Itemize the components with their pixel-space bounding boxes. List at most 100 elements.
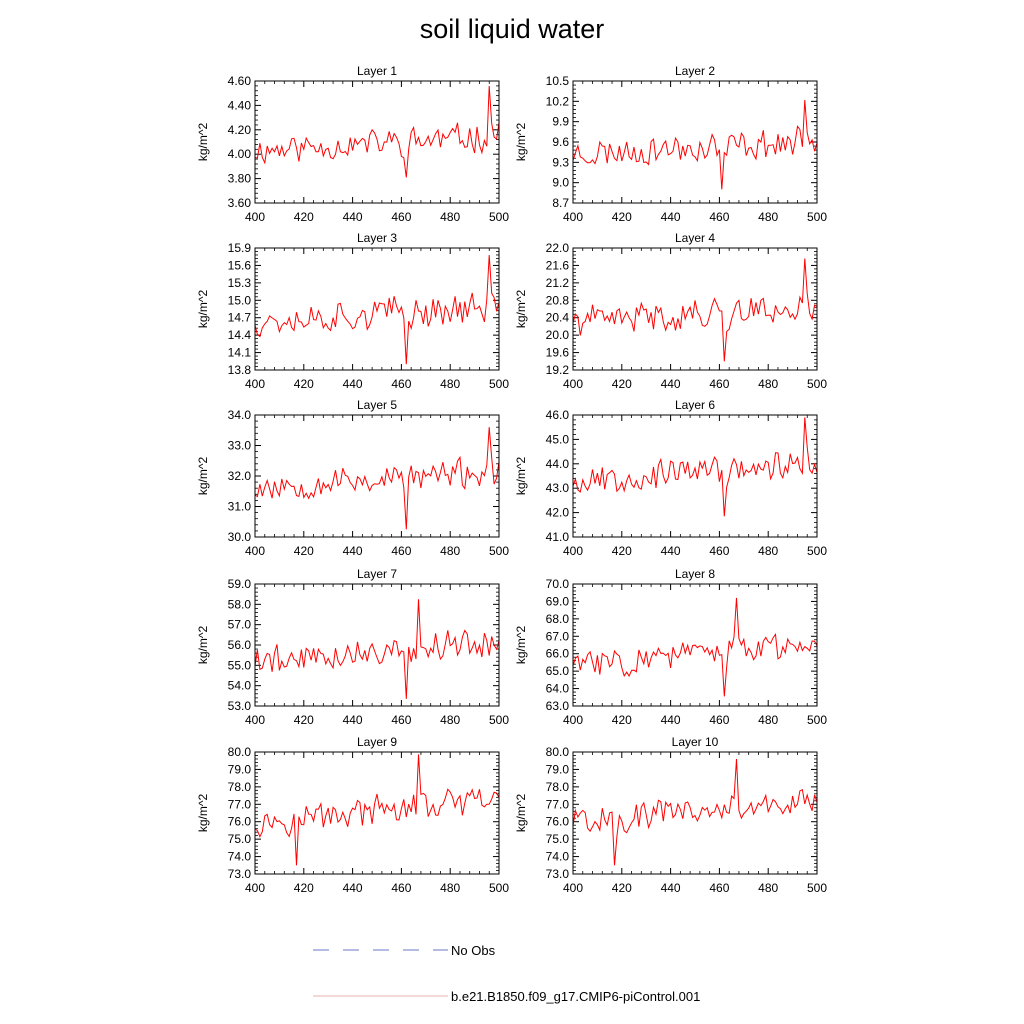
x-tick-label: 500 [489, 544, 509, 558]
plot-frame [572, 583, 818, 707]
x-tick-label: 480 [758, 210, 778, 224]
x-tick-label: 480 [758, 377, 778, 391]
chart-panel: Layer 3 kg/m^2 400 420 440 460 480 500 13.8 14.1 1… [196, 231, 509, 391]
plot-frame [572, 414, 818, 538]
series-line [572, 258, 818, 362]
y-tick-label: 9.9 [552, 115, 569, 129]
y-tick-label: 53.0 [228, 699, 252, 713]
y-tick-label: 64.0 [546, 682, 570, 696]
panel-title: Layer 4 [675, 231, 715, 245]
x-tick-label: 440 [661, 713, 681, 727]
series-line [254, 85, 500, 178]
x-tick-label: 500 [807, 544, 827, 558]
y-tick-label: 21.6 [546, 258, 570, 272]
x-tick-label: 460 [391, 881, 411, 895]
x-tick-label: 400 [245, 544, 265, 558]
y-tick-label: 54.0 [228, 679, 252, 693]
y-tick-label: 4.00 [228, 147, 252, 161]
x-tick-label: 480 [758, 544, 778, 558]
y-tick-label: 9.0 [552, 176, 569, 190]
y-tick-label: 75.0 [228, 832, 252, 846]
plot-frame [254, 247, 500, 371]
x-tick-label: 420 [294, 210, 314, 224]
panel-title: Layer 10 [672, 735, 719, 749]
x-tick-label: 420 [612, 210, 632, 224]
y-tick-label: 70.0 [546, 577, 570, 591]
x-tick-label: 460 [709, 544, 729, 558]
y-tick-label: 4.20 [228, 123, 252, 137]
x-tick-label: 440 [343, 544, 363, 558]
panel-title: Layer 3 [357, 231, 397, 245]
y-tick-label: 22.0 [546, 241, 570, 255]
x-tick-label: 440 [661, 377, 681, 391]
x-tick-label: 420 [294, 544, 314, 558]
x-tick-label: 440 [661, 881, 681, 895]
y-tick-label: 79.0 [228, 762, 252, 776]
y-tick-label: 73.0 [228, 867, 252, 881]
series-line [572, 597, 818, 697]
chart-panel: Layer 2 kg/m^2 400 420 440 460 480 500 8.7 9.0 9.3… [514, 64, 827, 224]
y-tick-label: 14.1 [228, 346, 252, 360]
y-tick-label: 46.0 [546, 408, 570, 422]
y-tick-label: 15.6 [228, 258, 252, 272]
panel-title: Layer 7 [357, 567, 397, 581]
y-tick-label: 74.0 [546, 850, 570, 864]
y-tick-label: 67.0 [546, 629, 570, 643]
chart-panel: Layer 4 kg/m^2 400 420 440 460 480 500 19.2 19.6 2… [514, 231, 827, 391]
panel-title: Layer 2 [675, 64, 715, 78]
x-tick-label: 440 [661, 210, 681, 224]
figure-title: soil liquid water [419, 14, 605, 44]
y-tick-label: 34.0 [228, 408, 252, 422]
y-tick-label: 9.3 [552, 155, 569, 169]
series-line [254, 754, 500, 866]
plot-frame [572, 247, 818, 371]
y-tick-label: 58.0 [228, 597, 252, 611]
y-tick-label: 77.0 [228, 797, 252, 811]
y-axis-label: kg/m^2 [196, 794, 210, 833]
y-tick-label: 20.8 [546, 293, 570, 307]
y-tick-label: 15.0 [228, 293, 252, 307]
panel-title: Layer 1 [357, 64, 397, 78]
y-tick-label: 79.0 [546, 762, 570, 776]
x-tick-label: 480 [440, 544, 460, 558]
y-axis-label: kg/m^2 [514, 123, 528, 162]
y-axis-label: kg/m^2 [514, 290, 528, 329]
y-tick-label: 20.0 [546, 328, 570, 342]
y-tick-label: 30.0 [228, 530, 252, 544]
x-tick-label: 480 [440, 210, 460, 224]
y-tick-label: 43.0 [546, 481, 570, 495]
series-line [572, 758, 818, 866]
y-tick-label: 15.3 [228, 276, 252, 290]
x-tick-label: 400 [245, 713, 265, 727]
x-tick-label: 460 [391, 544, 411, 558]
chart-panel: Layer 5 kg/m^2 400 420 440 460 480 500 30.0 31.0 3… [196, 398, 509, 558]
x-tick-label: 500 [489, 881, 509, 895]
y-tick-label: 80.0 [546, 745, 570, 759]
y-tick-label: 9.6 [552, 135, 569, 149]
chart-panel: Layer 6 kg/m^2 400 420 440 460 480 500 41.0 42.0 4… [514, 398, 827, 558]
x-tick-label: 480 [440, 881, 460, 895]
y-tick-label: 10.5 [546, 74, 570, 88]
x-tick-label: 500 [807, 377, 827, 391]
x-tick-label: 500 [807, 713, 827, 727]
x-tick-label: 400 [563, 377, 583, 391]
panel-title: Layer 8 [675, 567, 715, 581]
x-tick-label: 400 [563, 713, 583, 727]
y-tick-label: 76.0 [228, 815, 252, 829]
x-tick-label: 440 [343, 881, 363, 895]
panel-title: Layer 6 [675, 398, 715, 412]
y-axis-label: kg/m^2 [196, 290, 210, 329]
series-line [254, 599, 500, 699]
chart-panel: Layer 9 kg/m^2 400 420 440 460 480 500 73.0 74.0 7… [196, 735, 509, 895]
x-tick-label: 460 [709, 881, 729, 895]
y-tick-label: 19.6 [546, 346, 570, 360]
legend-label: b.e21.B1850.f09_g17.CMIP6-piControl.001 [451, 989, 700, 1004]
x-tick-label: 460 [391, 713, 411, 727]
x-tick-label: 440 [343, 377, 363, 391]
x-tick-label: 440 [661, 544, 681, 558]
y-tick-label: 66.0 [546, 647, 570, 661]
y-tick-label: 75.0 [546, 832, 570, 846]
y-tick-label: 65.0 [546, 664, 570, 678]
series-line [254, 427, 500, 530]
